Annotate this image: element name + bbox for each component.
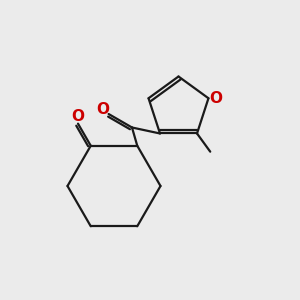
Text: O: O [209, 91, 223, 106]
Text: O: O [96, 102, 109, 117]
Text: O: O [71, 109, 85, 124]
